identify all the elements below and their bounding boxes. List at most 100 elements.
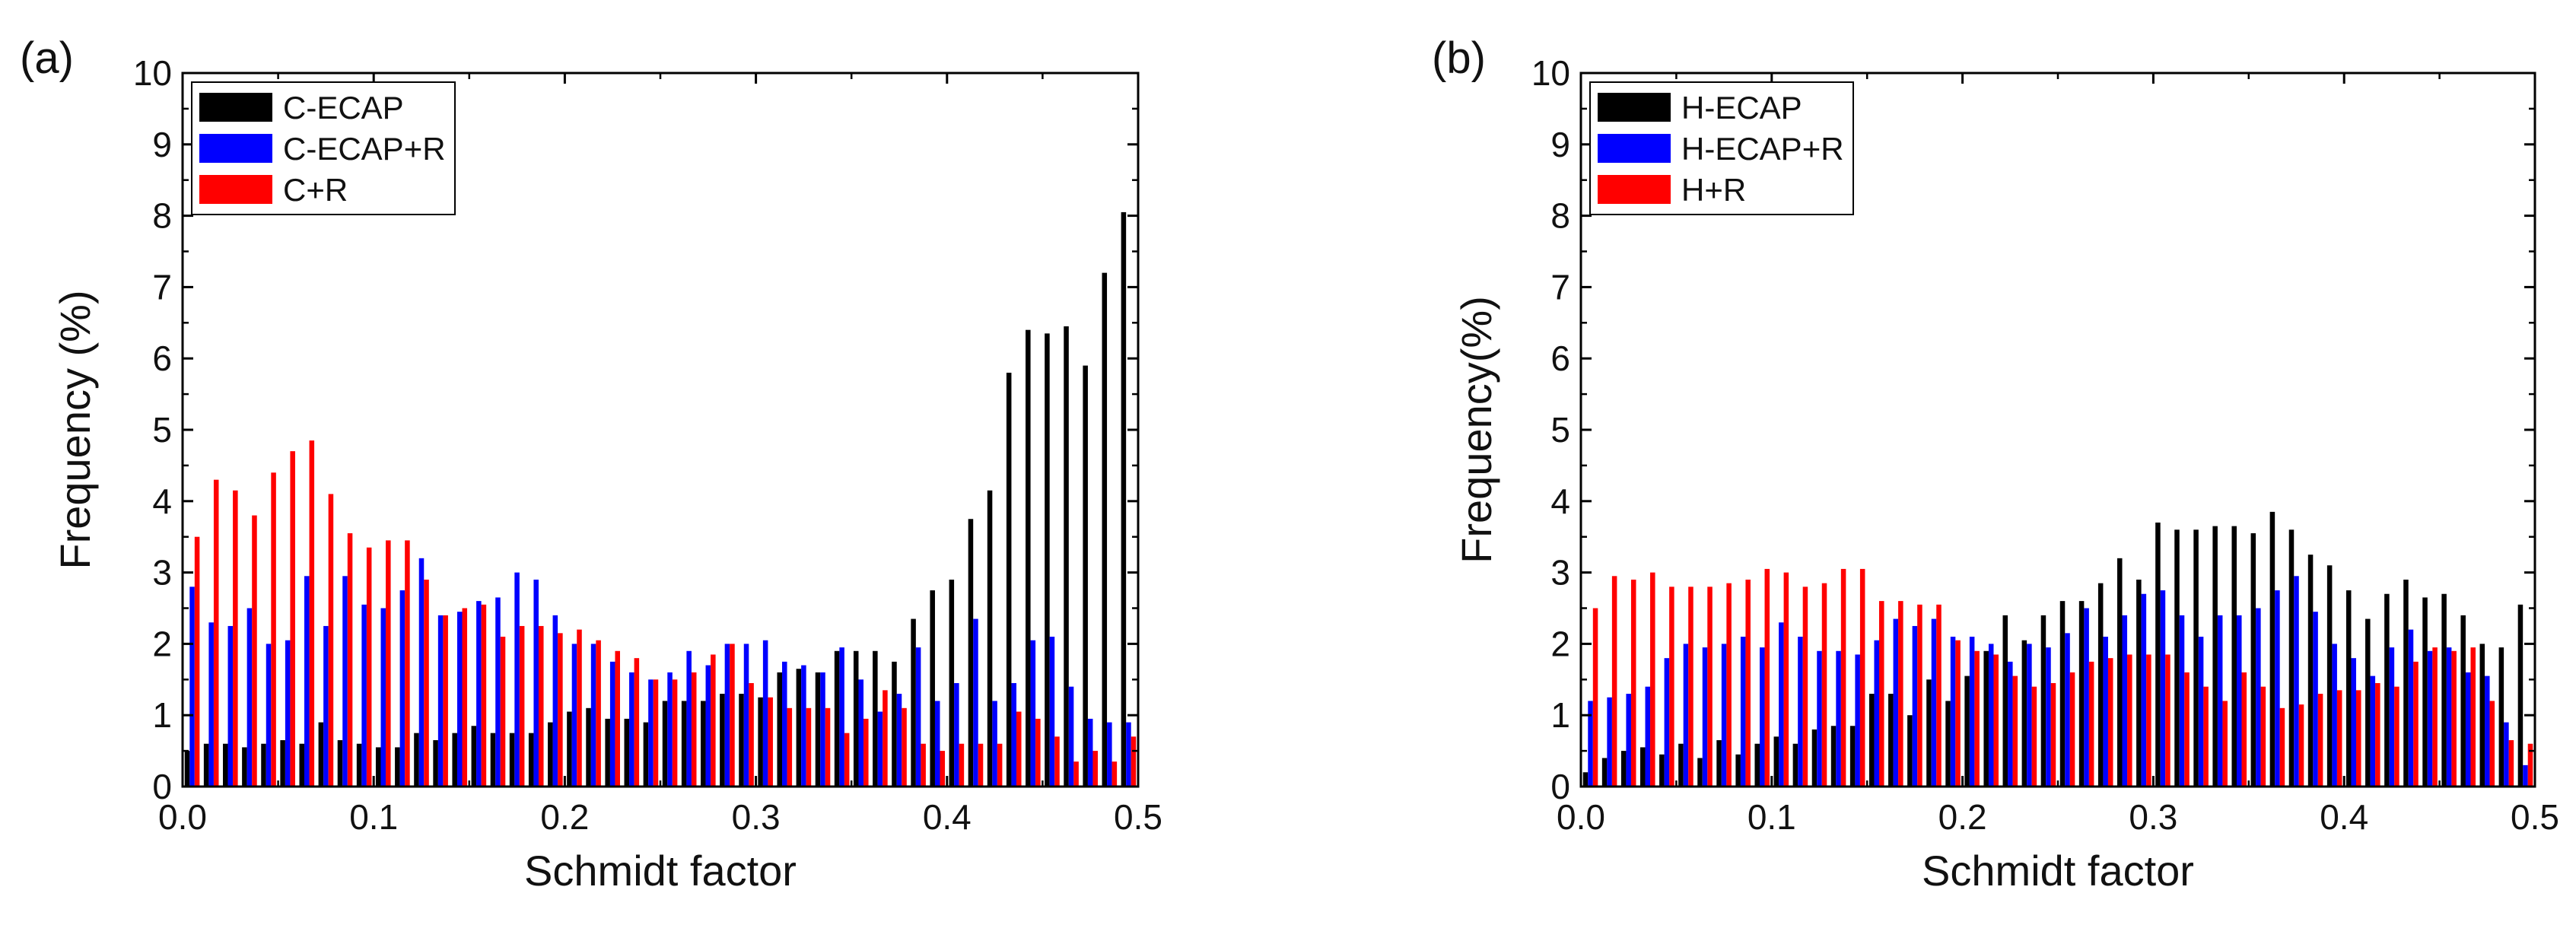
y-tick-label: 0	[1550, 767, 1570, 806]
bar	[1783, 572, 1789, 787]
bar	[490, 733, 496, 787]
bar	[730, 644, 735, 787]
bar	[2078, 601, 2085, 787]
bar	[705, 665, 711, 787]
legend-swatch	[199, 134, 272, 163]
bar	[1773, 736, 1779, 787]
bar	[2088, 661, 2094, 787]
bar	[2097, 583, 2104, 787]
bar	[758, 697, 763, 787]
panel-b: 0 1 2 3 4 5 6 7 8 9 10 0.0 0.1 0.2 0.3 0.4 0.5 Schmidt fa…	[1432, 33, 2559, 895]
y-tick-label: 10	[1531, 53, 1570, 93]
bar	[1669, 586, 1674, 787]
bar	[739, 694, 744, 787]
bar	[347, 533, 353, 787]
y-tick-label: 5	[1550, 410, 1570, 450]
bar	[2313, 612, 2318, 787]
bar	[2241, 672, 2247, 787]
bar	[2141, 593, 2147, 787]
y-tick-label: 7	[1550, 267, 1570, 307]
bar	[1092, 751, 1098, 787]
bar	[433, 740, 438, 787]
bar	[2222, 701, 2228, 787]
legend-label: H-ECAP	[1681, 90, 1802, 126]
y-tick-label: 7	[152, 267, 172, 307]
bar	[1917, 604, 1922, 787]
bar	[1640, 747, 1646, 787]
bar	[1726, 583, 1732, 787]
bar	[2160, 590, 2166, 787]
bar	[930, 590, 935, 787]
bar	[519, 625, 525, 787]
y-tick-label: 9	[1550, 125, 1570, 164]
bar	[1588, 701, 1593, 787]
bar	[834, 650, 840, 787]
bar	[2294, 576, 2299, 787]
bars	[1582, 511, 2533, 787]
y-tick-label: 2	[1550, 624, 1570, 663]
bar	[1068, 686, 1074, 787]
bar	[1083, 365, 1088, 787]
bar	[2146, 654, 2151, 787]
bar	[949, 579, 955, 787]
series-c-ecap	[184, 211, 1127, 787]
bar	[2403, 579, 2409, 787]
bar	[806, 707, 812, 787]
bar	[609, 661, 615, 787]
bar	[1630, 579, 1636, 787]
bar	[1678, 743, 1684, 787]
bar	[1073, 761, 1079, 787]
bar	[825, 707, 831, 787]
bar	[2345, 590, 2352, 787]
bar	[978, 743, 984, 787]
bar	[883, 690, 888, 787]
bar	[2250, 533, 2256, 787]
bar	[2408, 629, 2414, 787]
legend-label: C-ECAP	[283, 90, 404, 126]
bar	[476, 601, 482, 787]
bar	[285, 640, 291, 787]
legend-label: H+R	[1681, 172, 1746, 208]
legend-swatch	[199, 93, 272, 122]
bar	[1740, 637, 1746, 787]
bar	[681, 701, 687, 787]
bar	[853, 650, 859, 787]
y-tick-label: 6	[152, 339, 172, 378]
bar	[2517, 604, 2524, 787]
bar	[1849, 726, 1856, 787]
x-axis: 0.0 0.1 0.2 0.3 0.4 0.5	[158, 73, 1162, 837]
legend-swatch	[1598, 134, 1671, 163]
bar	[2107, 658, 2113, 787]
bar	[921, 743, 926, 787]
legend: H-ECAP H-ECAP+R H+R	[1589, 81, 1854, 215]
bar	[528, 733, 534, 787]
bar	[1607, 697, 1612, 787]
bar	[1054, 736, 1060, 787]
bar	[2136, 579, 2142, 787]
bar	[892, 661, 897, 787]
bar	[2069, 672, 2075, 787]
bar	[1697, 758, 1703, 787]
y-tick-label: 6	[1550, 339, 1570, 378]
bar	[213, 479, 219, 787]
bar	[1974, 650, 1980, 787]
bar	[787, 707, 793, 787]
bar	[1754, 743, 1760, 787]
bar	[2059, 601, 2066, 787]
bar	[2307, 555, 2314, 787]
x-axis-title: Schmidt factor	[524, 847, 797, 895]
bar	[590, 644, 596, 787]
bar	[318, 722, 324, 787]
bar	[2504, 722, 2509, 787]
y-axis-title: Frequency (%)	[51, 290, 99, 569]
bar	[1026, 329, 1031, 787]
x-tick-label: 0.4	[923, 797, 972, 837]
bar	[1626, 694, 1631, 787]
bar	[290, 451, 295, 787]
bar	[1764, 568, 1770, 787]
bar	[624, 718, 630, 787]
bar	[2193, 529, 2199, 787]
bar	[223, 743, 228, 787]
bar	[662, 701, 668, 787]
